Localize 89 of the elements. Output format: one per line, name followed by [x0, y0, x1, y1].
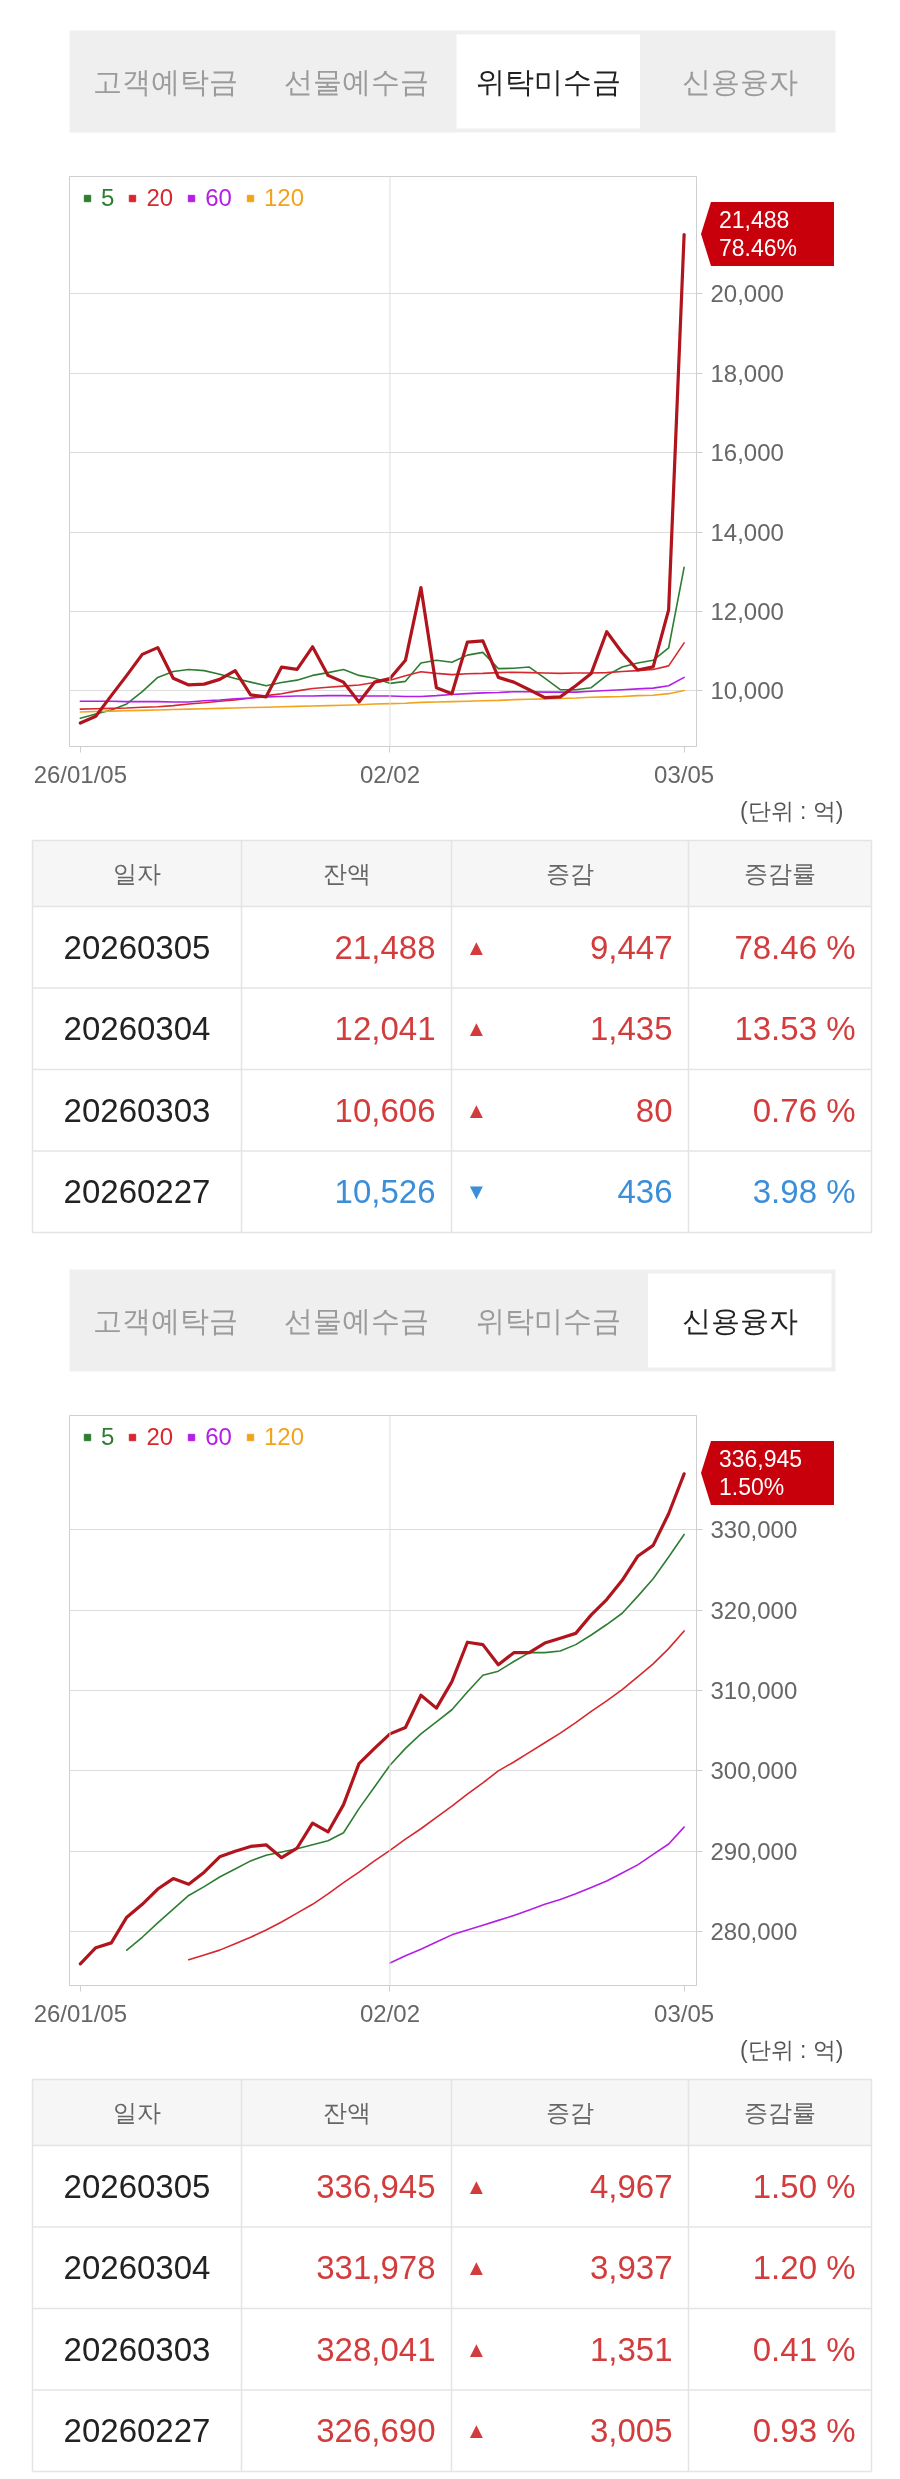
- text: 3.98 %: [752, 1173, 856, 1211]
- annotation: 1.50%: [719, 1473, 786, 1501]
- text: 0.41 %: [752, 2330, 856, 2368]
- category-label: 고객예탁금: [92, 1304, 238, 1337]
- y-tick-label: 330,000: [710, 1516, 798, 1544]
- text: (단위 : 억): [740, 797, 844, 824]
- x-tick-label: 26/01/05: [33, 760, 128, 788]
- y-tick-label: 310,000: [710, 1676, 798, 1704]
- category-label: 20260304: [63, 2249, 211, 2287]
- text: 10,526: [334, 1173, 436, 1211]
- legend-label: 20: [146, 184, 174, 212]
- text: 21,488: [334, 928, 436, 966]
- text: 78.46 %: [734, 928, 856, 966]
- category-label: 증감: [546, 2099, 594, 2126]
- category-label: 20260227: [63, 1173, 211, 1211]
- line-series: [389, 1826, 685, 1964]
- line-series: [79, 566, 685, 720]
- text: ▲ 3,937: [465, 2249, 673, 2287]
- y-tick-label: 290,000: [710, 1837, 798, 1865]
- annotation: 78.46%: [719, 234, 798, 262]
- text: 13.53 %: [734, 1010, 856, 1048]
- category-label: 신용융자: [681, 65, 798, 98]
- category-label: 20260305: [63, 928, 211, 966]
- line-series: [79, 689, 685, 713]
- line-series: [78, 232, 686, 725]
- text: 326,690: [316, 2412, 436, 2450]
- y-tick-label: 12,000: [710, 597, 784, 625]
- category-label: 일자: [113, 2099, 161, 2126]
- annotation: 336,945: [719, 1445, 804, 1473]
- category-label: 선물예수금: [284, 1304, 430, 1337]
- x-tick-label: 26/01/05: [33, 1999, 128, 2027]
- category-label: 신용융자: [681, 1304, 798, 1337]
- category-label: 위탁미수금: [475, 65, 621, 98]
- x-tick-label: 02/02: [359, 760, 420, 788]
- text: 10,606: [334, 1091, 436, 1129]
- category-label: 증감: [546, 860, 594, 887]
- text: ▼ 436: [465, 1173, 673, 1211]
- category-label: 20260303: [63, 2330, 211, 2368]
- annotation: 21,488: [719, 206, 791, 234]
- category-label: 증감률: [744, 860, 816, 887]
- category-label: 잔액: [322, 2099, 371, 2126]
- line-series: [125, 1533, 685, 1951]
- text: ▲ 4,967: [465, 2167, 673, 2205]
- line-series: [187, 1630, 685, 1961]
- category-label: 증감률: [744, 2099, 816, 2126]
- category-label: 잔액: [322, 860, 371, 887]
- category-label: 20260227: [63, 2412, 211, 2450]
- y-tick-label: 280,000: [710, 1918, 798, 1946]
- x-tick-label: 02/02: [359, 1999, 420, 2027]
- text: 1.50 %: [752, 2167, 856, 2205]
- line-series: [78, 1472, 686, 1966]
- legend-label: 60: [205, 1423, 232, 1451]
- text: ▲ 9,447: [465, 928, 673, 966]
- legend-label: 5: [101, 1423, 116, 1451]
- text: 1.20 %: [752, 2249, 856, 2287]
- legend-label: 120: [264, 1423, 305, 1451]
- y-tick-label: 320,000: [710, 1596, 798, 1624]
- category-label: 20260304: [63, 1010, 211, 1048]
- y-tick-label: 20,000: [710, 280, 784, 308]
- text: 12,041: [334, 1010, 436, 1048]
- text: ▲ 3,005: [465, 2412, 673, 2450]
- y-tick-label: 14,000: [710, 518, 784, 546]
- x-tick-label: 03/05: [654, 1999, 715, 2027]
- text: 336,945: [316, 2167, 436, 2205]
- category-label: 위탁미수금: [475, 1304, 621, 1337]
- category-label: 20260303: [63, 1091, 211, 1129]
- legend-label: 20: [146, 1423, 174, 1451]
- line-series: [79, 642, 685, 710]
- text: (단위 : 억): [740, 2036, 844, 2063]
- text: 331,978: [316, 2249, 436, 2287]
- x-tick-label: 03/05: [654, 760, 715, 788]
- y-tick-label: 10,000: [710, 677, 784, 705]
- y-tick-label: 300,000: [710, 1757, 798, 1785]
- text: 328,041: [316, 2330, 436, 2368]
- text: ▲ 80: [465, 1091, 673, 1129]
- text: 0.93 %: [752, 2412, 856, 2450]
- y-tick-label: 18,000: [710, 359, 784, 387]
- text: ▲ 1,435: [465, 1010, 673, 1048]
- category-label: 선물예수금: [284, 65, 430, 98]
- category-label: 20260305: [63, 2167, 211, 2205]
- line-series: [79, 676, 685, 703]
- category-label: 일자: [113, 860, 161, 887]
- y-tick-label: 16,000: [710, 439, 784, 467]
- text: 0.76 %: [752, 1091, 856, 1129]
- legend-label: 60: [205, 184, 232, 212]
- category-label: 고객예탁금: [92, 65, 238, 98]
- legend-label: 120: [264, 184, 305, 212]
- text: ▲ 1,351: [465, 2330, 673, 2368]
- legend-label: 5: [101, 184, 116, 212]
